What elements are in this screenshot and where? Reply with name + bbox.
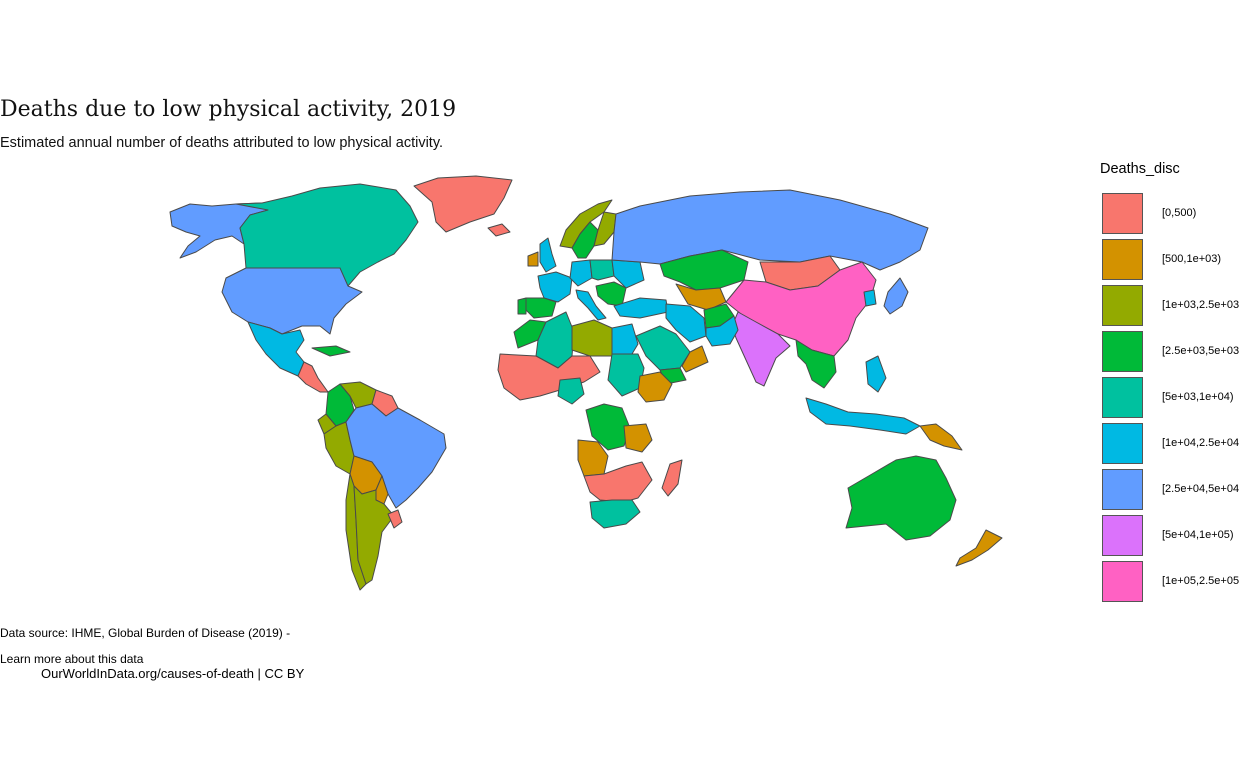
map-region-uruguay[interactable] bbox=[387, 509, 403, 529]
map-region-tanzania[interactable] bbox=[623, 423, 653, 453]
map-region-south-africa[interactable] bbox=[589, 499, 641, 529]
legend-label-8: [1e+05,2.5e+05 bbox=[1162, 575, 1240, 587]
map-region-southern-africa[interactable] bbox=[583, 461, 653, 503]
legend-item-1: [500,1e+03) bbox=[1102, 239, 1248, 283]
map-region-madagascar[interactable] bbox=[661, 459, 683, 497]
map-region-korea[interactable] bbox=[863, 289, 877, 307]
map-region-cuba[interactable] bbox=[311, 345, 351, 357]
legend-swatch-0 bbox=[1102, 193, 1143, 234]
legend-label-5: [1e+04,2.5e+04 bbox=[1162, 437, 1240, 449]
map-region-new-zealand[interactable] bbox=[955, 529, 1003, 567]
map-region-mexico[interactable] bbox=[247, 321, 305, 377]
legend-item-0: [0,500) bbox=[1102, 193, 1248, 237]
map-region-russia[interactable] bbox=[611, 189, 929, 271]
legend: Deaths_disc [0,500) [500,1e+03) [1e+03,2… bbox=[1100, 160, 1248, 610]
map-region-greenland[interactable] bbox=[413, 175, 513, 233]
map-region-balkans[interactable] bbox=[595, 281, 627, 307]
legend-label-3: [2.5e+03,5e+03 bbox=[1162, 345, 1240, 357]
map-region-egypt[interactable] bbox=[611, 323, 639, 355]
legend-item-6: [2.5e+04,5e+04 bbox=[1102, 469, 1248, 513]
map-region-philippines[interactable] bbox=[865, 355, 887, 393]
world-map bbox=[0, 165, 1090, 605]
legend-swatch-3 bbox=[1102, 331, 1143, 372]
map-region-germany[interactable] bbox=[569, 259, 593, 287]
legend-swatch-4 bbox=[1102, 377, 1143, 418]
map-region-central-america[interactable] bbox=[297, 361, 329, 393]
legend-title: Deaths_disc bbox=[1100, 161, 1180, 177]
legend-item-3: [2.5e+03,5e+03 bbox=[1102, 331, 1248, 375]
legend-swatch-7 bbox=[1102, 515, 1143, 556]
legend-item-2: [1e+03,2.5e+03 bbox=[1102, 285, 1248, 329]
credit-caption: OurWorldInData.org/causes-of-death | CC … bbox=[41, 666, 305, 681]
map-region-spain[interactable] bbox=[525, 297, 557, 319]
map-region-australia[interactable] bbox=[845, 455, 957, 541]
legend-label-7: [5e+04,1e+05) bbox=[1162, 529, 1234, 541]
legend-item-5: [1e+04,2.5e+04 bbox=[1102, 423, 1248, 467]
data-source-caption: Data source: IHME, Global Burden of Dise… bbox=[0, 626, 291, 640]
map-region-pakistan[interactable] bbox=[705, 315, 739, 347]
map-region-ethiopia[interactable] bbox=[637, 371, 673, 403]
legend-swatch-5 bbox=[1102, 423, 1143, 464]
legend-label-4: [5e+03,1e+04) bbox=[1162, 391, 1234, 403]
chart-title: Deaths due to low physical activity, 201… bbox=[0, 97, 457, 122]
legend-label-2: [1e+03,2.5e+03 bbox=[1162, 299, 1240, 311]
map-region-southeast-asia[interactable] bbox=[795, 339, 837, 389]
map-region-papua-new-guinea[interactable] bbox=[919, 423, 963, 451]
map-region-oman[interactable] bbox=[681, 345, 709, 373]
map-region-portugal[interactable] bbox=[517, 297, 527, 315]
learn-more-link[interactable]: Learn more about this data bbox=[0, 652, 144, 666]
map-region-iran[interactable] bbox=[665, 303, 707, 343]
world-map-svg bbox=[169, 175, 1003, 591]
legend-item-7: [5e+04,1e+05) bbox=[1102, 515, 1248, 559]
map-region-west-africa[interactable] bbox=[497, 353, 601, 401]
map-region-poland[interactable] bbox=[589, 259, 615, 281]
map-region-argentina[interactable] bbox=[353, 485, 395, 585]
legend-swatch-6 bbox=[1102, 469, 1143, 510]
legend-swatch-1 bbox=[1102, 239, 1143, 280]
chart-subtitle: Estimated annual number of deaths attrib… bbox=[0, 135, 444, 151]
map-region-indonesia[interactable] bbox=[805, 397, 921, 435]
map-region-united-kingdom[interactable] bbox=[539, 237, 557, 273]
map-region-japan[interactable] bbox=[883, 277, 909, 315]
map-region-kazakhstan[interactable] bbox=[659, 249, 749, 291]
map-region-ireland[interactable] bbox=[527, 251, 539, 267]
legend-label-6: [2.5e+04,5e+04 bbox=[1162, 483, 1240, 495]
map-region-united-states[interactable] bbox=[221, 267, 363, 335]
map-region-libya[interactable] bbox=[571, 319, 613, 357]
map-region-alaska[interactable] bbox=[169, 202, 269, 259]
legend-label-0: [0,500) bbox=[1162, 207, 1197, 219]
legend-item-4: [5e+03,1e+04) bbox=[1102, 377, 1248, 421]
legend-label-1: [500,1e+03) bbox=[1162, 253, 1222, 265]
map-region-nigeria[interactable] bbox=[557, 377, 585, 405]
map-region-iceland[interactable] bbox=[487, 223, 511, 237]
map-region-italy[interactable] bbox=[575, 289, 607, 321]
map-region-canada[interactable] bbox=[235, 183, 419, 287]
legend-swatch-2 bbox=[1102, 285, 1143, 326]
legend-swatch-8 bbox=[1102, 561, 1143, 602]
map-region-france[interactable] bbox=[537, 271, 573, 303]
legend-item-8: [1e+05,2.5e+05 bbox=[1102, 561, 1248, 605]
